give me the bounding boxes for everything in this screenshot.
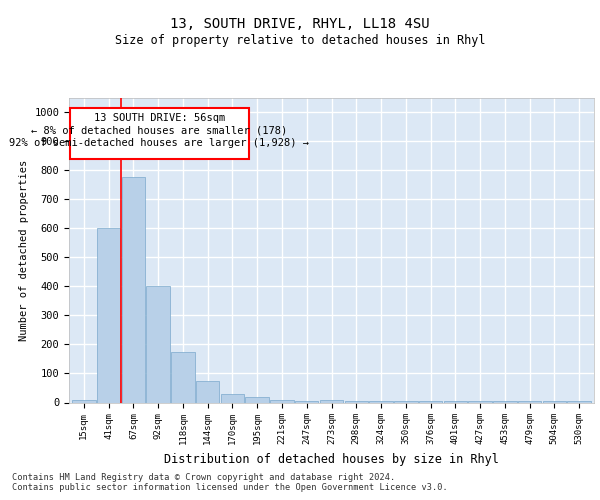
Bar [542,401,566,402]
Bar [122,178,145,402]
Bar [469,401,492,402]
Text: Size of property relative to detached houses in Rhyl: Size of property relative to detached ho… [115,34,485,47]
Bar [344,401,368,402]
Bar [221,394,244,402]
Bar [245,396,269,402]
Bar [493,401,517,402]
Bar [568,401,591,402]
Text: Contains HM Land Registry data © Crown copyright and database right 2024.
Contai: Contains HM Land Registry data © Crown c… [12,472,448,492]
Bar [97,228,121,402]
Bar [196,380,220,402]
Bar [369,401,393,402]
Bar [443,401,467,402]
Bar [518,401,541,402]
X-axis label: Distribution of detached houses by size in Rhyl: Distribution of detached houses by size … [164,453,499,466]
Bar [394,401,418,402]
Bar [270,400,294,402]
Text: 13 SOUTH DRIVE: 56sqm: 13 SOUTH DRIVE: 56sqm [94,113,225,123]
Bar [320,400,343,402]
Text: 92% of semi-detached houses are larger (1,928) →: 92% of semi-detached houses are larger (… [10,138,310,148]
Bar [419,401,442,402]
Text: 13, SOUTH DRIVE, RHYL, LL18 4SU: 13, SOUTH DRIVE, RHYL, LL18 4SU [170,18,430,32]
Bar [70,108,248,158]
Bar [171,352,194,403]
Text: ← 8% of detached houses are smaller (178): ← 8% of detached houses are smaller (178… [31,125,287,135]
Bar [72,400,95,402]
Bar [295,401,319,402]
Y-axis label: Number of detached properties: Number of detached properties [19,160,29,340]
Bar [146,286,170,403]
